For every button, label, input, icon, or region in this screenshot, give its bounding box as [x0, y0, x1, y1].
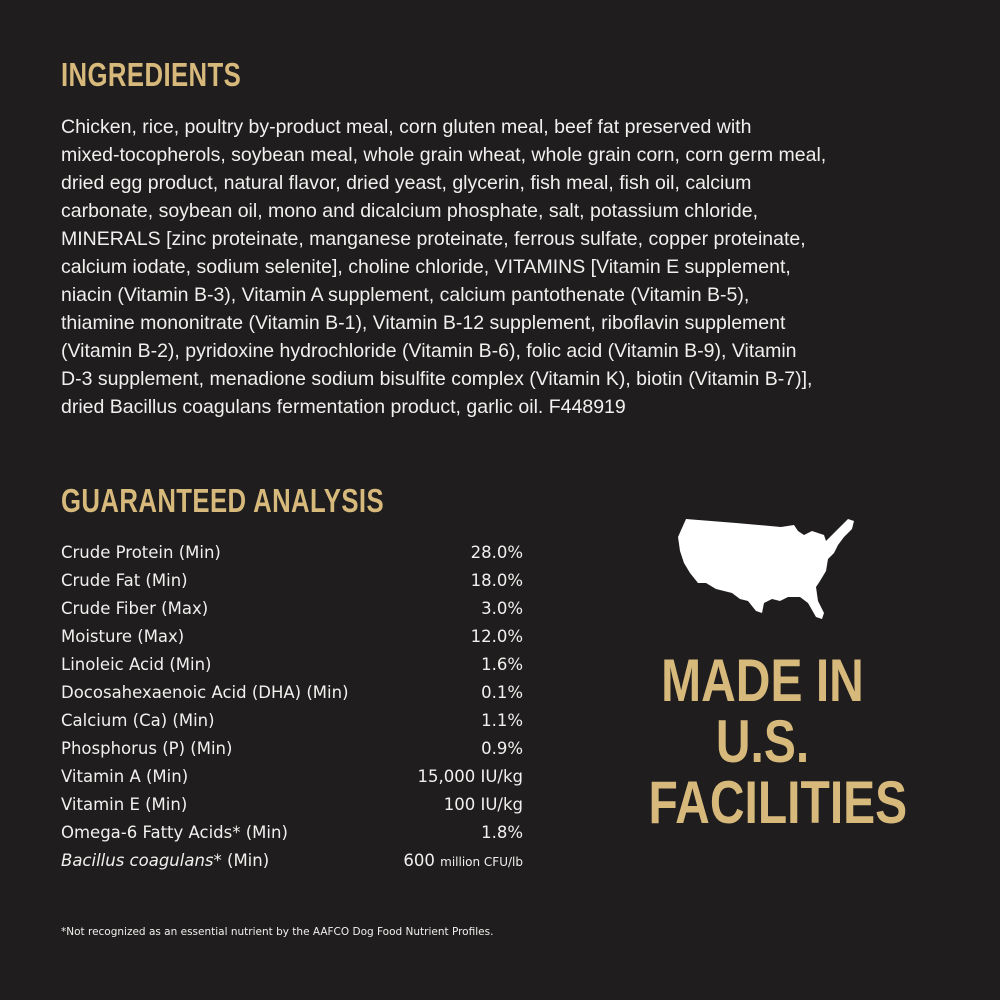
row-value: 100 IU/kg [443, 795, 523, 814]
table-row: Phosphorus (P) (Min) 0.9% [61, 735, 523, 763]
ingredients-line: MINERALS [zinc proteinate, manganese pro… [61, 228, 806, 250]
ingredients-line: calcium iodate, sodium selenite], cholin… [61, 256, 791, 278]
row-value: 15,000 IU/kg [417, 767, 523, 786]
row-label: Crude Fat (Min) [61, 571, 188, 590]
guaranteed-analysis-title: GUARANTEED ANALYSIS [61, 482, 385, 519]
table-row: Docosahexaenoic Acid (DHA) (Min) 0.1% [61, 679, 523, 707]
ingredients-line: (Vitamin B-2), pyridoxine hydrochloride … [61, 340, 797, 362]
ingredients-line: carbonate, soybean oil, mono and dicalci… [61, 200, 758, 222]
row-value: 600 million CFU/lb [403, 851, 523, 870]
table-row: Moisture (Max) 12.0% [61, 623, 523, 651]
row-label: Calcium (Ca) (Min) [61, 711, 215, 730]
row-label: Vitamin E (Min) [61, 795, 188, 814]
made-in-us-badge: MADE IN U.S. FACILITIES [648, 647, 908, 836]
ingredients-line: dried egg product, natural flavor, dried… [61, 172, 752, 194]
ingredients-title: INGREDIENTS [61, 56, 242, 93]
table-row: Calcium (Ca) (Min) 1.1% [61, 707, 523, 735]
row-label: Omega-6 Fatty Acids* (Min) [61, 823, 288, 842]
usa-map-icon [678, 519, 854, 619]
table-row: Bacillus coagulans* (Min) 600 million CF… [61, 847, 523, 875]
row-value: 1.6% [481, 655, 523, 674]
row-label: Bacillus coagulans* (Min) [61, 851, 270, 870]
row-value: 1.8% [481, 823, 523, 842]
ingredients-line: dried Bacillus coagulans fermentation pr… [61, 396, 626, 418]
row-label: Vitamin A (Min) [61, 767, 189, 786]
ingredients-line: Chicken, rice, poultry by-product meal, … [61, 116, 752, 138]
row-value: 3.0% [481, 599, 523, 618]
ingredients-line: niacin (Vitamin B-3), Vitamin A suppleme… [61, 284, 750, 306]
table-row: Crude Fat (Min) 18.0% [61, 567, 523, 595]
row-label: Phosphorus (P) (Min) [61, 739, 233, 758]
row-label: Crude Fiber (Max) [61, 599, 209, 618]
table-row: Vitamin E (Min) 100 IU/kg [61, 791, 523, 819]
row-label: Docosahexaenoic Acid (DHA) (Min) [61, 683, 349, 702]
ingredients-line: mixed-tocopherols, soybean meal, whole g… [61, 144, 827, 166]
table-row: Omega-6 Fatty Acids* (Min) 1.8% [61, 819, 523, 847]
table-row: Crude Protein (Min) 28.0% [61, 539, 523, 567]
row-value: 12.0% [470, 627, 523, 646]
row-value: 0.9% [481, 739, 523, 758]
row-value: 28.0% [470, 543, 523, 562]
table-row: Vitamin A (Min) 15,000 IU/kg [61, 763, 523, 791]
analysis-table: Crude Protein (Min) 28.0% Crude Fat (Min) 1… [61, 539, 523, 875]
row-value: 18.0% [470, 571, 523, 590]
ingredients-line: thiamine mononitrate (Vitamin B-1), Vita… [61, 312, 786, 334]
table-row: Crude Fiber (Max) 3.0% [61, 595, 523, 623]
row-label: Crude Protein (Min) [61, 543, 221, 562]
ingredients-line: D-3 supplement, menadione sodium bisulfi… [61, 368, 813, 390]
table-row: Linoleic Acid (Min) 1.6% [61, 651, 523, 679]
row-label: Linoleic Acid (Min) [61, 655, 212, 674]
row-value: 0.1% [481, 683, 523, 702]
row-value: 1.1% [481, 711, 523, 730]
footnote: *Not recognized as an essential nutrient… [61, 926, 494, 938]
row-label: Moisture (Max) [61, 627, 185, 646]
ingredients-text: Chicken, rice, poultry by-product meal, … [61, 113, 961, 421]
